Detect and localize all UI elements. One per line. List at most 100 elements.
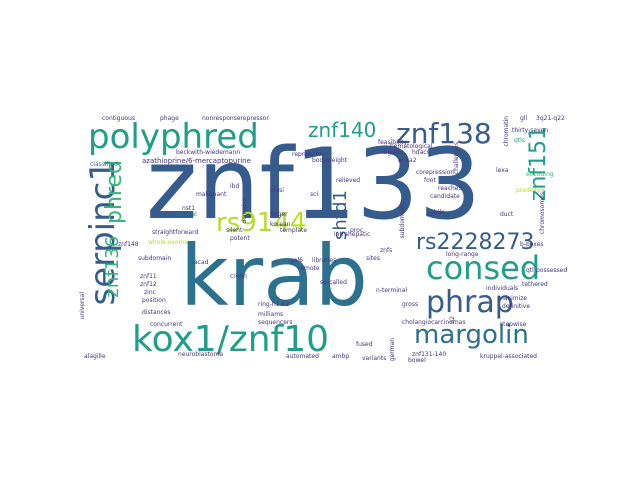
word-distances: distances (142, 309, 171, 316)
word-ambp: ambp (332, 353, 350, 360)
word-chromatin: chromatin (503, 116, 510, 147)
word-stepwise: stepwise (500, 321, 527, 328)
word-foot: foot (424, 177, 436, 184)
word-znf11: znf11 (140, 273, 157, 280)
word-cloud: znf133 krab kox1/znf10 consed phrap poly… (79, 102, 567, 378)
word-qtls: qtls (514, 137, 525, 144)
word-zinc: zinc (144, 289, 156, 296)
word-so-called: so-called (320, 279, 347, 286)
word-lexa: lexa (496, 167, 509, 174)
word-libraries: libraries (312, 257, 337, 264)
word-kruppel: kruppel-associated (480, 353, 537, 360)
word-fused: fused (356, 341, 373, 348)
word-neuroblastoma: neuroblastoma (178, 351, 224, 358)
word-b-boxes: b-boxes (520, 241, 544, 248)
word-gal6: gal6 (290, 257, 303, 264)
word-challenges: challenges (453, 142, 460, 175)
word-intrahepatic: intrahepatic (334, 231, 371, 238)
word-bodyweight: bodyweight (312, 157, 348, 164)
word-potent: potent (230, 235, 250, 242)
word-encoding: encoding (526, 171, 554, 178)
word-margolin: margolin (414, 320, 529, 350)
word-silent: silent (226, 227, 243, 234)
word-rs2228273: rs2228273 (416, 230, 535, 255)
word-tethered: tethered (522, 281, 548, 288)
word-proc: proc (350, 227, 364, 234)
word-milliams: milliams (258, 311, 284, 318)
word-finger: finger (270, 211, 288, 218)
word-znf133: znf133 (146, 128, 482, 242)
word-candidate: candidate (430, 193, 460, 200)
word-subdomain: subdomain (138, 255, 172, 262)
word-ibd: ibd (230, 183, 240, 190)
word-german: german (389, 338, 396, 362)
word-repression: repression (292, 151, 324, 158)
word-n-terminal: n-terminal (376, 287, 408, 294)
word-straightforward: straightforward (152, 229, 199, 236)
word-znf12: znf12 (140, 281, 157, 288)
word-gli: gli (520, 115, 528, 122)
word-thirty-seven: thirty-seven (512, 127, 549, 134)
word-beckwith: beckwith-wiedemann (176, 149, 241, 156)
word-classified: classified (90, 161, 118, 168)
word-nst1: nst1 (182, 205, 196, 212)
word-znf131: znf131-140 (412, 351, 447, 358)
word-consed: consed (426, 249, 541, 287)
word-feasibility: feasibility (378, 139, 407, 146)
word-concurrent: concurrent (150, 321, 183, 328)
word-bile: bile (434, 209, 445, 216)
word-korean: korean (270, 221, 291, 228)
word-universal: universal (79, 292, 86, 320)
word-predicted: predicted (516, 187, 545, 194)
word-phred: phred (102, 160, 127, 224)
word-ring-h1: ring-h1-b2 (258, 301, 290, 308)
word-template: template (280, 227, 308, 234)
word-definitive: definitive (502, 303, 531, 310)
word-cholangio: cholangiocarcinomas (402, 319, 466, 326)
word-individuals: individuals (486, 285, 519, 292)
word-logistic: logistic (382, 149, 404, 156)
word-krab: krab (180, 227, 368, 325)
word-znfs: znfs (380, 247, 393, 254)
word-domains: domains (241, 198, 248, 224)
word-sequencers: sequencers (258, 319, 293, 326)
word-plasi: plasi (270, 187, 284, 194)
word-relieved: relieved (336, 177, 361, 184)
word-position: position (142, 297, 166, 304)
word-3q21: 3q21-q22 (536, 115, 565, 122)
word-kox1-znf10: kox1/znf10 (132, 319, 330, 360)
word-variants: variants (362, 355, 387, 362)
word-hematological: hematological (390, 143, 433, 150)
word-maximize: maximize (498, 295, 528, 302)
word-contiguous: contiguous (102, 115, 136, 122)
word-duct: duct (500, 211, 514, 218)
word-anxa2: anxa2 (398, 157, 417, 164)
word-long-range: long-range (446, 251, 479, 258)
word-clinical: clinical (176, 211, 197, 218)
word-znf148: znf148 (118, 241, 139, 248)
word-q2: q2 (449, 316, 456, 324)
word-hdacs: hdacs (412, 149, 430, 156)
word-qtl: qtl (526, 267, 534, 274)
word-bowel: bowel (408, 357, 426, 364)
word-polyphred: polyphred (88, 117, 259, 157)
word-azathioprine: azathioprine/6-mercaptopurine (142, 157, 251, 165)
word-acad: acad (194, 259, 209, 266)
word-sci: sci (310, 191, 319, 198)
word-chromosomes: chromosomes (539, 192, 546, 235)
word-znf138: znf138 (396, 117, 492, 150)
word-rs9144: rs9144 (216, 208, 307, 238)
word-phrap: phrap (426, 285, 514, 320)
word-crohn: crohn (230, 273, 247, 280)
word-possessed: possessed (536, 267, 568, 274)
word-phage: phage (160, 115, 179, 122)
word-gross: gross (402, 301, 419, 308)
word-lcc: lcc (426, 211, 435, 218)
word-whole-exome: whole-exome (148, 239, 189, 246)
word-malignant: malignant (196, 191, 227, 198)
word-alagille: alagille (84, 353, 106, 360)
word-nonresponse: nonresponserepressor (202, 115, 269, 122)
word-automated: automated (286, 353, 319, 360)
word-remote: remote (298, 265, 320, 272)
word-znf140: znf140 (308, 118, 377, 142)
